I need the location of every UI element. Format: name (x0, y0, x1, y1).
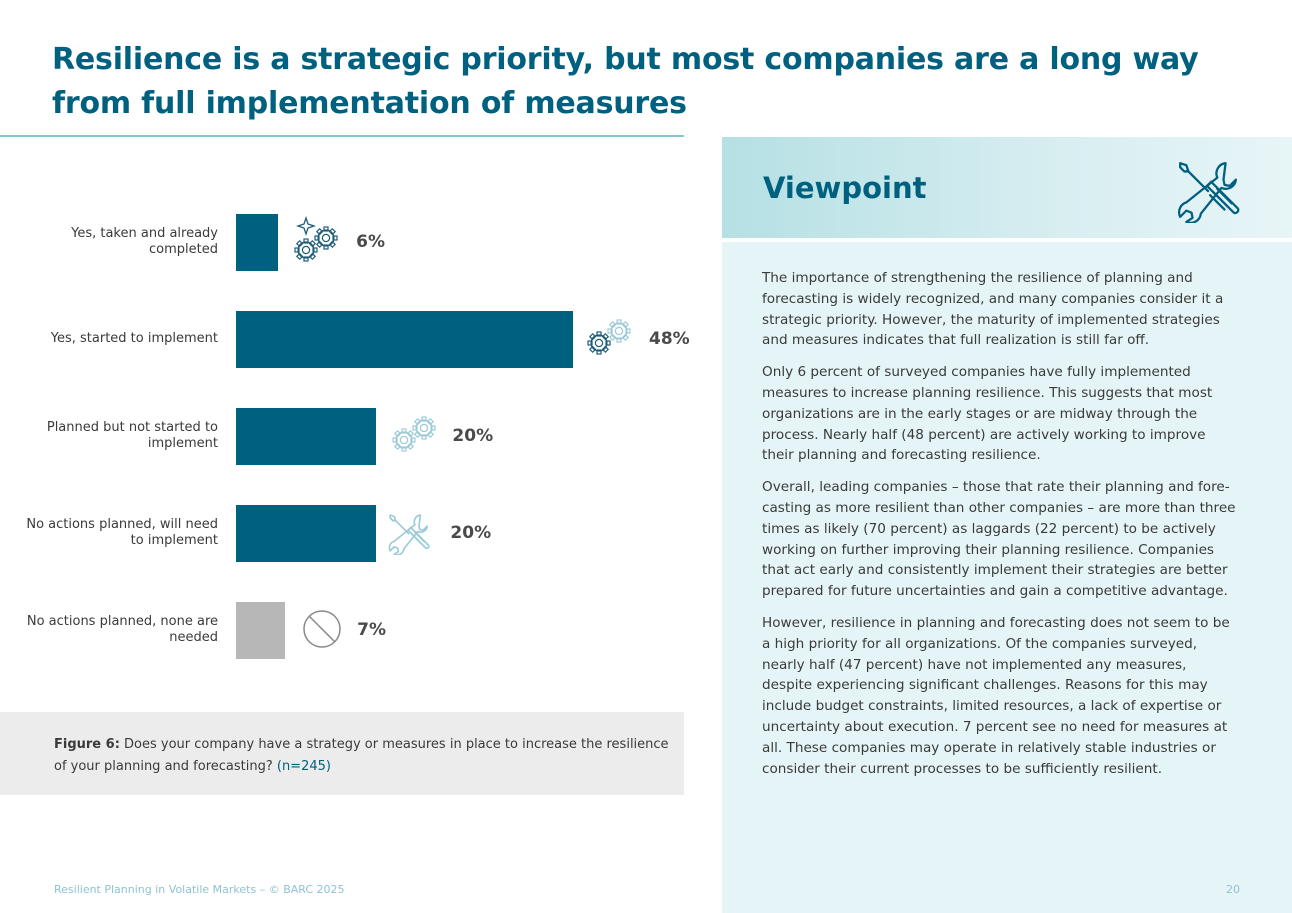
viewpoint-header: Viewpoint (722, 137, 1292, 242)
bar (236, 602, 286, 659)
viewpoint-paragraph: The importance of strengthening the resi… (762, 270, 1224, 349)
bar (236, 408, 377, 465)
title-divider (0, 135, 684, 137)
page-number: 20 (1226, 883, 1240, 896)
bar (236, 505, 377, 562)
category-label: No actions planned, none are needed (26, 614, 218, 645)
tools-icon (1177, 162, 1240, 223)
viewpoint-title: Viewpoint (763, 171, 927, 205)
figure-caption: Figure 6: Does your company have a strat… (0, 712, 684, 795)
category-label: Yes, taken and already completed (71, 226, 218, 257)
value-label: 20% (452, 426, 494, 446)
viewpoint-body: The importance of strengthening the resi… (762, 268, 1240, 790)
value-label: 7% (357, 620, 387, 640)
gears-sparkle-icon (290, 215, 346, 270)
caption-text: Figure 6: Does your company have a strat… (54, 734, 674, 778)
caption-label: Figure 6: (54, 737, 120, 752)
gears-half-icon (583, 317, 639, 365)
caption-question: Does your company have a strategy or mea… (54, 737, 669, 774)
value-label: 20% (450, 523, 492, 543)
category-label: Yes, started to implement (50, 331, 218, 346)
bar-chart: Yes, taken and already completed 6% Yes, s… (0, 140, 690, 700)
footer-text: Resilient Planning in Volatile Markets –… (54, 883, 345, 896)
prohibited-icon (301, 608, 343, 654)
caption-sample-size: (n=245) (276, 759, 331, 774)
gears-light-icon (386, 414, 442, 462)
category-label: Planned but not started to implement (46, 420, 218, 451)
value-label: 6% (356, 232, 385, 252)
bar (236, 214, 279, 271)
value-label: 48% (649, 329, 690, 349)
bar (236, 311, 573, 368)
page-title: Resilience is a strategic priority, but … (52, 42, 1199, 121)
viewpoint-paragraph: Only 6 percent of surveyed companies hav… (762, 364, 1213, 464)
viewpoint-paragraph: However, resilience in planning and fore… (762, 614, 1230, 777)
viewpoint-panel: Viewpoint The importance of strengthenin… (722, 137, 1292, 913)
category-label: No actions planned, will need to impleme… (26, 517, 218, 548)
viewpoint-paragraph: Overall, leading companies – those that … (762, 479, 1236, 600)
tools-icon (386, 511, 431, 559)
